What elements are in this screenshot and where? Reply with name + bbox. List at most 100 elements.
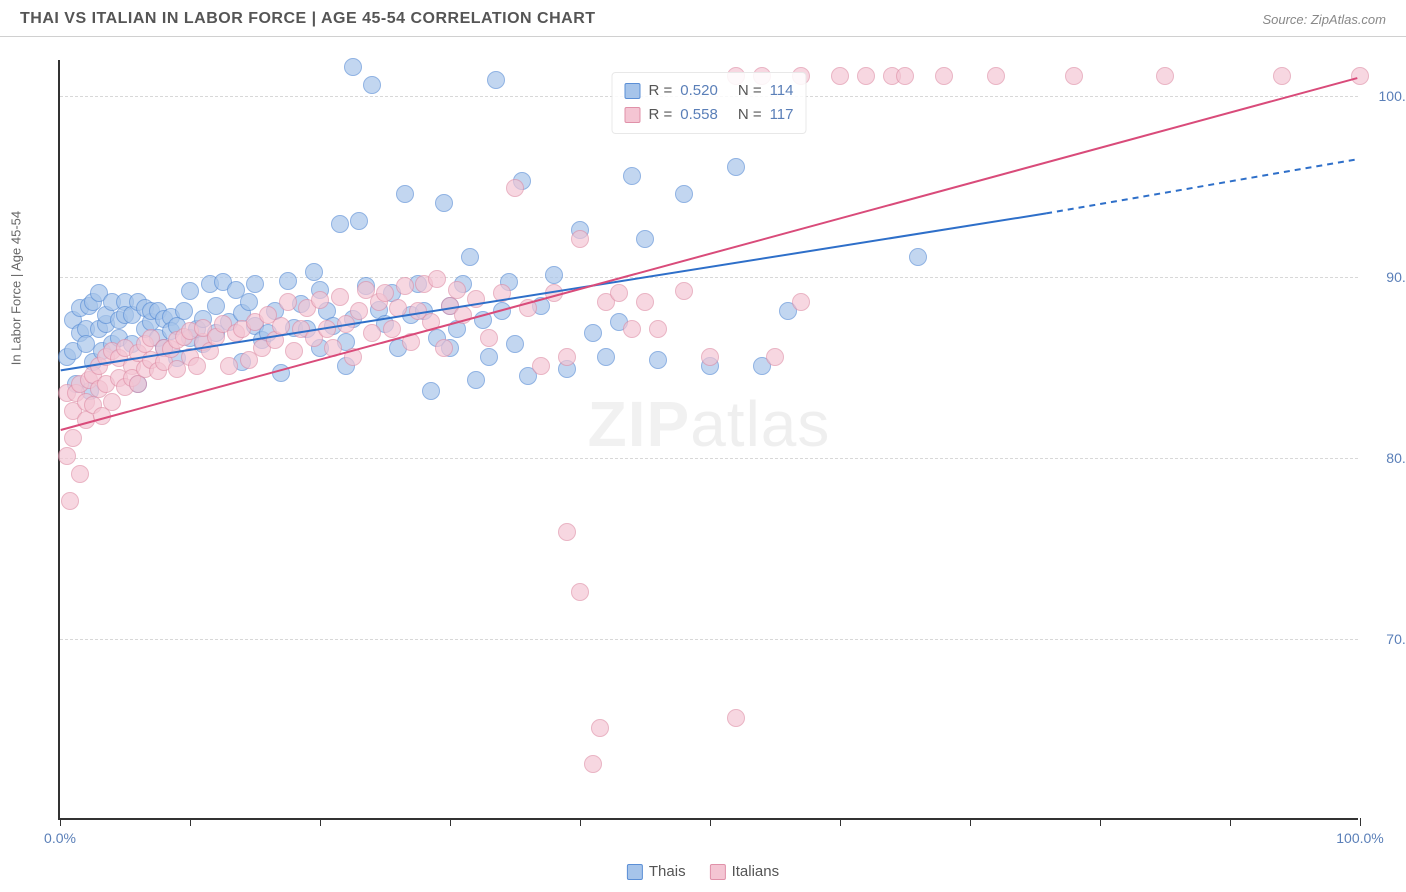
data-point-thais	[207, 297, 225, 315]
data-point-italians	[279, 293, 297, 311]
data-point-thais	[909, 248, 927, 266]
data-point-italians	[519, 299, 537, 317]
x-tick	[1100, 818, 1101, 826]
data-point-italians	[422, 313, 440, 331]
legend-r-label: R =	[649, 103, 673, 127]
data-point-italians	[272, 317, 290, 335]
y-tick-label: 90.0%	[1386, 269, 1406, 285]
y-axis-label: In Labor Force | Age 45-54	[9, 211, 24, 365]
data-point-thais	[344, 58, 362, 76]
gridline-h	[60, 639, 1358, 640]
data-point-italians	[350, 302, 368, 320]
legend-swatch	[625, 107, 641, 123]
data-point-italians	[318, 320, 336, 338]
legend-stats-row-thais: R =0.520N =114	[625, 79, 794, 103]
data-point-italians	[675, 282, 693, 300]
data-point-thais	[649, 351, 667, 369]
data-point-italians	[448, 281, 466, 299]
data-point-thais	[675, 185, 693, 203]
trend-line-dash-thais	[1046, 159, 1357, 213]
data-point-italians	[454, 306, 472, 324]
data-point-italians	[1156, 67, 1174, 85]
legend-label: Thais	[649, 863, 686, 880]
data-point-italians	[831, 67, 849, 85]
data-point-thais	[597, 348, 615, 366]
legend-stats-box: R =0.520N =114R =0.558N =117	[612, 72, 807, 134]
x-tick	[1230, 818, 1231, 826]
legend-swatch	[710, 864, 726, 880]
x-tick-label: 100.0%	[1336, 830, 1383, 846]
data-point-thais	[493, 302, 511, 320]
data-point-italians	[324, 339, 342, 357]
data-point-thais	[584, 324, 602, 342]
data-point-italians	[558, 348, 576, 366]
chart-container: In Labor Force | Age 45-54 ZIPatlas R =0…	[38, 50, 1368, 820]
x-tick	[1360, 818, 1361, 826]
data-point-thais	[506, 335, 524, 353]
watermark: ZIPatlas	[588, 387, 831, 461]
data-point-italians	[571, 583, 589, 601]
data-point-thais	[363, 76, 381, 94]
trend-lines-layer	[60, 60, 1358, 818]
data-point-italians	[584, 755, 602, 773]
data-point-italians	[285, 342, 303, 360]
data-point-italians	[376, 284, 394, 302]
data-point-italians	[792, 293, 810, 311]
data-point-italians	[61, 492, 79, 510]
data-point-italians	[435, 339, 453, 357]
data-point-thais	[474, 311, 492, 329]
data-point-italians	[545, 284, 563, 302]
data-point-thais	[636, 230, 654, 248]
data-point-thais	[246, 275, 264, 293]
legend-r-label: R =	[649, 79, 673, 103]
data-point-italians	[311, 291, 329, 309]
x-tick	[60, 818, 61, 826]
source-attribution: Source: ZipAtlas.com	[1262, 12, 1386, 27]
y-tick-label: 70.0%	[1386, 631, 1406, 647]
legend-n-value: 114	[770, 79, 794, 103]
data-point-italians	[987, 67, 1005, 85]
data-point-italians	[935, 67, 953, 85]
data-point-thais	[727, 158, 745, 176]
data-point-italians	[766, 348, 784, 366]
data-point-thais	[279, 272, 297, 290]
legend-swatch	[627, 864, 643, 880]
data-point-thais	[240, 293, 258, 311]
data-point-italians	[571, 230, 589, 248]
legend-label: Italians	[732, 863, 780, 880]
data-point-italians	[480, 329, 498, 347]
legend-stats-row-italians: R =0.558N =117	[625, 103, 794, 127]
data-point-thais	[623, 167, 641, 185]
data-point-italians	[396, 277, 414, 295]
data-point-italians	[701, 348, 719, 366]
legend-n-label: N =	[738, 103, 762, 127]
x-tick	[710, 818, 711, 826]
data-point-italians	[532, 357, 550, 375]
data-point-italians	[331, 288, 349, 306]
data-point-thais	[435, 194, 453, 212]
legend-n-label: N =	[738, 79, 762, 103]
data-point-italians	[103, 393, 121, 411]
data-point-italians	[402, 333, 420, 351]
data-point-italians	[506, 179, 524, 197]
data-point-thais	[545, 266, 563, 284]
data-point-italians	[220, 357, 238, 375]
data-point-italians	[896, 67, 914, 85]
chart-title: THAI VS ITALIAN IN LABOR FORCE | AGE 45-…	[20, 10, 596, 28]
data-point-thais	[272, 364, 290, 382]
data-point-italians	[623, 320, 641, 338]
legend-item: Thais	[627, 863, 686, 880]
series-legend: Thais Italians	[627, 863, 779, 880]
data-point-thais	[305, 263, 323, 281]
y-tick-label: 100.0%	[1379, 88, 1406, 104]
data-point-italians	[493, 284, 511, 302]
data-point-italians	[188, 357, 206, 375]
data-point-italians	[591, 719, 609, 737]
x-tick-label: 0.0%	[44, 830, 76, 846]
legend-swatch	[625, 83, 641, 99]
data-point-thais	[487, 71, 505, 89]
data-point-thais	[480, 348, 498, 366]
legend-n-value: 117	[770, 103, 794, 127]
data-point-italians	[64, 429, 82, 447]
data-point-italians	[857, 67, 875, 85]
